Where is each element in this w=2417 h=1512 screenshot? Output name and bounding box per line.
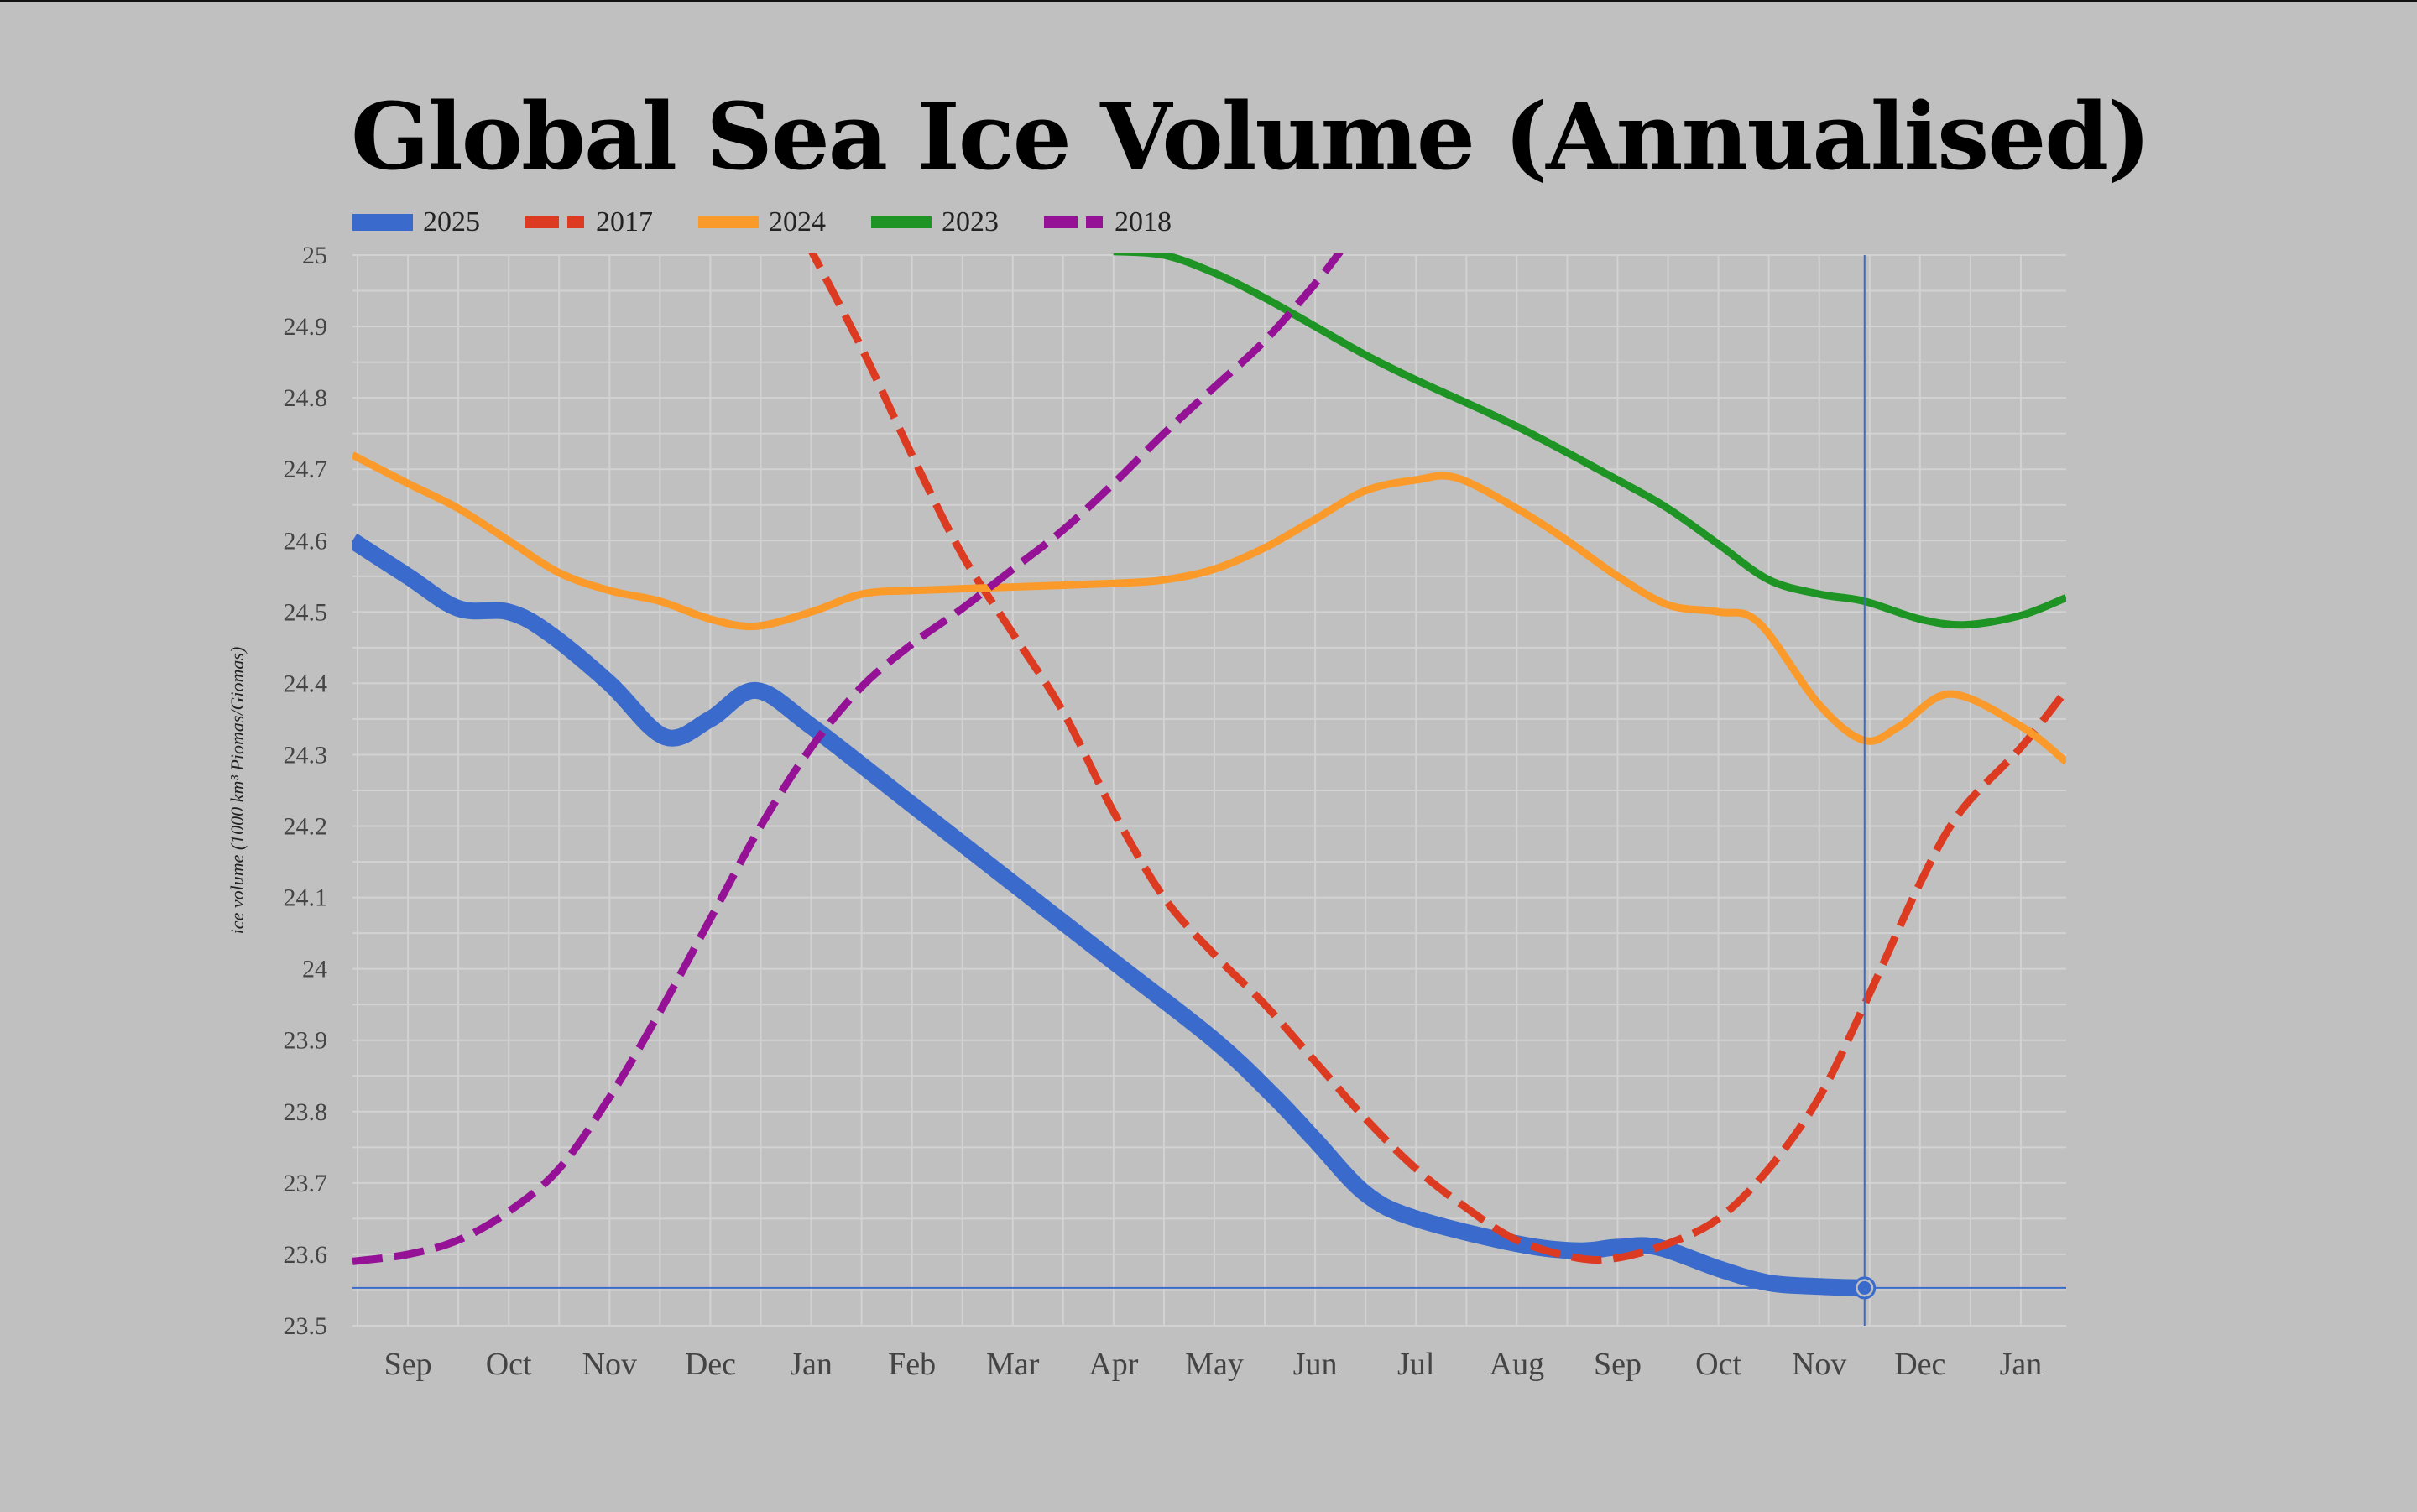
legend-swatch-icon	[352, 214, 413, 231]
grid	[352, 254, 2066, 1327]
x-tick-label: Dec	[1894, 1347, 1945, 1382]
legend-swatch-icon	[1044, 216, 1104, 228]
x-axis: Sep Oct Nov Dec Jan Feb Mar Apr May Jun Jul Aug Sep O…	[384, 1347, 2043, 1382]
y-tick-label: 24.6	[284, 527, 328, 555]
x-tick-label: Nov	[582, 1347, 637, 1382]
y-tick-label: 23.7	[284, 1170, 328, 1197]
y-tick-label: 24.1	[284, 884, 328, 912]
y-tick-label: 23.9	[284, 1027, 328, 1055]
x-tick-label: Dec	[685, 1347, 736, 1382]
x-tick-label: Oct	[1695, 1347, 1741, 1382]
legend: 2025 2017 2024 2023 2018	[352, 206, 1217, 238]
series-line-2017	[808, 253, 2066, 1264]
x-tick-label: Jun	[1293, 1347, 1338, 1382]
x-tick-label: Apr	[1088, 1347, 1138, 1382]
x-tick-label: Aug	[1490, 1347, 1544, 1382]
legend-label: 2025	[423, 206, 480, 237]
x-tick-label: Sep	[384, 1347, 432, 1382]
x-tick-label: Nov	[1792, 1347, 1846, 1382]
legend-label: 2017	[596, 206, 653, 237]
legend-swatch-icon	[525, 216, 586, 228]
legend-swatch-icon	[871, 216, 932, 228]
legend-label: 2018	[1115, 206, 1172, 237]
x-tick-label: May	[1185, 1347, 1244, 1382]
x-tick-label: Oct	[486, 1347, 532, 1382]
crosshair	[352, 255, 2066, 1326]
x-tick-label: Jan	[790, 1347, 833, 1382]
legend-item-2025[interactable]: 2025	[352, 206, 480, 238]
y-axis-label: ice volume (1000 km³ Piomas/Giomas)	[227, 647, 248, 935]
legend-swatch-icon	[698, 216, 759, 228]
y-tick-label: 24.2	[284, 813, 328, 841]
y-tick-label: 24.3	[284, 741, 328, 769]
y-tick-label: 25	[302, 242, 327, 269]
legend-item-2017[interactable]: 2017	[525, 206, 653, 238]
crosshair-marker[interactable]	[1857, 1280, 1871, 1295]
y-tick-label: 23.6	[284, 1241, 328, 1269]
y-tick-label: 24.8	[284, 384, 328, 412]
legend-item-2018[interactable]: 2018	[1044, 206, 1172, 238]
x-tick-label: Feb	[888, 1347, 936, 1382]
legend-item-2023[interactable]: 2023	[871, 206, 999, 238]
series-line-2025	[352, 533, 1866, 1296]
legend-label: 2024	[769, 206, 826, 237]
legend-label: 2023	[942, 206, 999, 237]
series-line-2018	[352, 253, 1344, 1265]
series-line-2024	[352, 451, 2066, 765]
chart-title: Global Sea Ice Volume (Annualised)	[351, 82, 2151, 190]
series-group	[352, 253, 2066, 1296]
y-tick-label: 24.5	[284, 598, 328, 626]
x-tick-label: Mar	[986, 1347, 1040, 1382]
y-tick-label: 24.4	[284, 670, 328, 697]
y-axis: 25 24.9 24.8 24.7 24.6 24.5 24.4 24.3 24.2 24.1 24…	[284, 242, 328, 1340]
x-tick-label: Jan	[2000, 1347, 2043, 1382]
x-tick-label: Sep	[1594, 1347, 1642, 1382]
y-tick-label: 23.5	[284, 1312, 328, 1340]
y-tick-label: 24	[302, 956, 327, 983]
legend-item-2024[interactable]: 2024	[698, 206, 826, 238]
y-tick-label: 24.9	[284, 313, 328, 341]
series-line-2023	[1113, 253, 2066, 629]
x-tick-label: Jul	[1397, 1347, 1434, 1382]
y-tick-label: 23.8	[284, 1098, 328, 1126]
y-tick-label: 24.7	[284, 456, 328, 483]
